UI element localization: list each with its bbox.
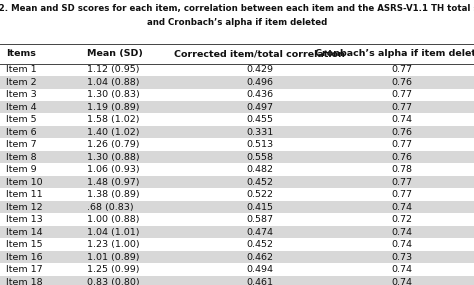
Bar <box>0 226 474 238</box>
Text: 1.04 (0.88): 1.04 (0.88) <box>87 78 139 87</box>
Text: 1.19 (0.89): 1.19 (0.89) <box>87 103 139 112</box>
Text: 0.72: 0.72 <box>391 215 412 224</box>
Bar <box>0 213 474 226</box>
Bar <box>0 113 474 126</box>
Text: and Cronbach’s alpha if item deleted: and Cronbach’s alpha if item deleted <box>147 18 327 27</box>
Text: 0.77: 0.77 <box>391 65 412 74</box>
Bar <box>0 263 474 276</box>
Bar <box>0 276 474 285</box>
Text: Item 18: Item 18 <box>6 278 43 285</box>
Bar <box>0 176 474 188</box>
Bar <box>0 251 474 263</box>
Bar <box>0 139 474 151</box>
Text: Item 5: Item 5 <box>6 115 37 124</box>
Text: 1.58 (1.02): 1.58 (1.02) <box>87 115 139 124</box>
Text: 0.76: 0.76 <box>391 128 412 137</box>
Text: 0.331: 0.331 <box>246 128 273 137</box>
Bar <box>0 163 474 176</box>
Text: 0.452: 0.452 <box>246 178 273 187</box>
Text: Item 11: Item 11 <box>6 190 43 199</box>
Bar <box>0 201 474 213</box>
Text: 1.38 (0.89): 1.38 (0.89) <box>87 190 139 199</box>
Text: Item 7: Item 7 <box>6 140 37 149</box>
Text: 0.83 (0.80): 0.83 (0.80) <box>87 278 139 285</box>
Text: 1.40 (1.02): 1.40 (1.02) <box>87 128 139 137</box>
Bar <box>0 44 474 64</box>
Text: 0.522: 0.522 <box>246 190 273 199</box>
Bar <box>0 151 474 163</box>
Text: 1.12 (0.95): 1.12 (0.95) <box>87 65 139 74</box>
Bar <box>0 238 474 251</box>
Text: 0.497: 0.497 <box>246 103 273 112</box>
Text: Items: Items <box>6 49 36 58</box>
Text: 0.415: 0.415 <box>246 203 273 211</box>
Text: 0.494: 0.494 <box>246 265 273 274</box>
Text: 0.455: 0.455 <box>246 115 273 124</box>
Text: 0.77: 0.77 <box>391 103 412 112</box>
Text: 1.23 (1.00): 1.23 (1.00) <box>87 240 139 249</box>
Text: Cronbach’s alpha if item deleted: Cronbach’s alpha if item deleted <box>315 49 474 58</box>
Text: Item 16: Item 16 <box>6 253 43 262</box>
Text: 0.77: 0.77 <box>391 140 412 149</box>
Text: 0.436: 0.436 <box>246 90 273 99</box>
Text: .68 (0.83): .68 (0.83) <box>87 203 133 211</box>
Text: 0.513: 0.513 <box>246 140 273 149</box>
Text: Item 4: Item 4 <box>6 103 37 112</box>
Text: 0.77: 0.77 <box>391 178 412 187</box>
Text: 1.01 (0.89): 1.01 (0.89) <box>87 253 139 262</box>
Text: 0.452: 0.452 <box>246 240 273 249</box>
Text: 1.04 (1.01): 1.04 (1.01) <box>87 228 139 237</box>
Text: 0.74: 0.74 <box>391 278 412 285</box>
Text: 0.76: 0.76 <box>391 78 412 87</box>
Text: Item 17: Item 17 <box>6 265 43 274</box>
Text: 1.25 (0.99): 1.25 (0.99) <box>87 265 139 274</box>
Text: Item 6: Item 6 <box>6 128 37 137</box>
Text: 0.496: 0.496 <box>246 78 273 87</box>
Text: Item 3: Item 3 <box>6 90 37 99</box>
Text: 0.429: 0.429 <box>246 65 273 74</box>
Text: Mean (SD): Mean (SD) <box>87 49 143 58</box>
Text: 1.26 (0.79): 1.26 (0.79) <box>87 140 139 149</box>
Text: 1.00 (0.88): 1.00 (0.88) <box>87 215 139 224</box>
Text: Item 9: Item 9 <box>6 165 37 174</box>
Text: 0.474: 0.474 <box>246 228 273 237</box>
Text: 0.74: 0.74 <box>391 203 412 211</box>
Text: 1.48 (0.97): 1.48 (0.97) <box>87 178 139 187</box>
Text: 1.30 (0.83): 1.30 (0.83) <box>87 90 139 99</box>
Text: 0.74: 0.74 <box>391 115 412 124</box>
Text: 0.74: 0.74 <box>391 228 412 237</box>
Bar <box>0 101 474 113</box>
Text: 0.74: 0.74 <box>391 240 412 249</box>
Text: Table 2. Mean and SD scores for each item, correlation between each item and the: Table 2. Mean and SD scores for each ite… <box>0 4 474 13</box>
Text: Item 10: Item 10 <box>6 178 43 187</box>
Bar <box>0 126 474 139</box>
Text: 0.462: 0.462 <box>246 253 273 262</box>
Text: Item 15: Item 15 <box>6 240 43 249</box>
Text: 0.76: 0.76 <box>391 153 412 162</box>
Bar <box>0 89 474 101</box>
Text: 0.77: 0.77 <box>391 190 412 199</box>
Text: Item 1: Item 1 <box>6 65 37 74</box>
Text: Item 8: Item 8 <box>6 153 37 162</box>
Text: 0.482: 0.482 <box>246 165 273 174</box>
Text: 0.73: 0.73 <box>391 253 412 262</box>
Text: 1.06 (0.93): 1.06 (0.93) <box>87 165 139 174</box>
Text: 1.30 (0.88): 1.30 (0.88) <box>87 153 139 162</box>
Text: Item 13: Item 13 <box>6 215 43 224</box>
Text: Corrected item/total correlation: Corrected item/total correlation <box>174 49 345 58</box>
Text: 0.77: 0.77 <box>391 90 412 99</box>
Text: 0.587: 0.587 <box>246 215 273 224</box>
Bar <box>0 64 474 76</box>
Text: 0.78: 0.78 <box>391 165 412 174</box>
Text: 0.461: 0.461 <box>246 278 273 285</box>
Text: Item 2: Item 2 <box>6 78 37 87</box>
Bar <box>0 188 474 201</box>
Text: Item 14: Item 14 <box>6 228 43 237</box>
Text: 0.558: 0.558 <box>246 153 273 162</box>
Bar <box>0 76 474 89</box>
Text: Item 12: Item 12 <box>6 203 43 211</box>
Text: 0.74: 0.74 <box>391 265 412 274</box>
